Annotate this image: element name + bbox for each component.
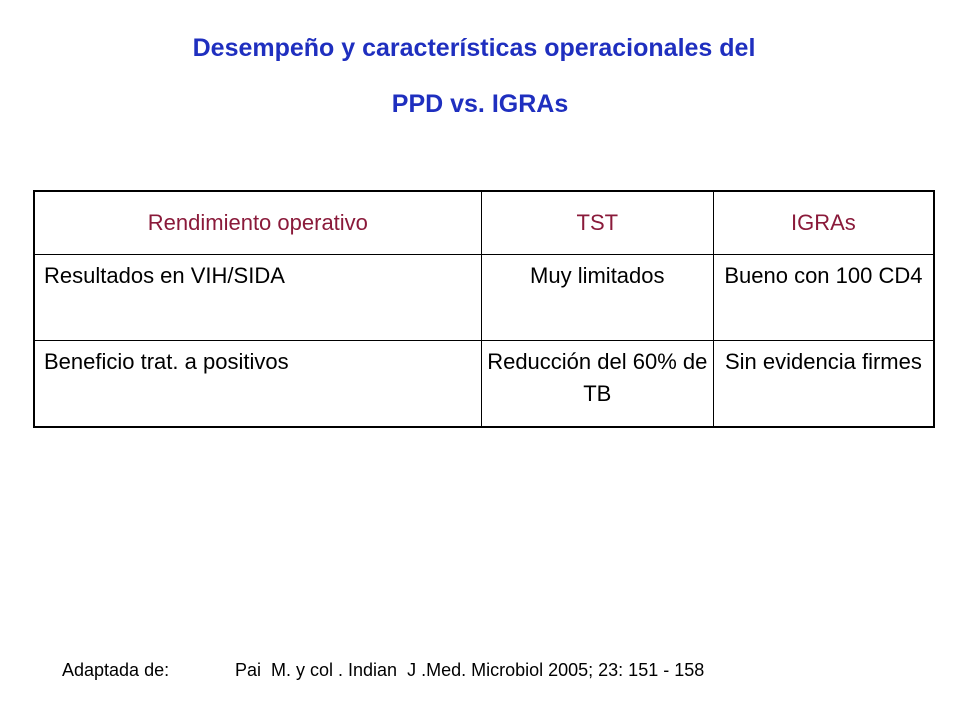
slide-title-line-2: PPD vs. IGRAs [391,90,569,118]
table-header-row: Rendimiento operativo TST IGRAs [33,190,935,255]
table-cell: Bueno con 100 CD4 [712,254,935,341]
table-cell: Muy limitados [480,254,714,341]
table-cell: Sin evidencia firmes [712,340,935,428]
header-cell-criterion: Rendimiento operativo [33,190,482,255]
source-citation: Adaptada de: Pai M. y col . Indian J .Med… [62,659,704,681]
table-cell: Resultados en VIH/SIDA [33,254,482,341]
header-cell-igras: IGRAs [712,190,935,255]
table-row: Beneficio trat. a positivos Reducción de… [33,340,935,428]
citation-label: Adaptada de: [62,660,170,680]
header-cell-tst: TST [480,190,714,255]
table-row: Resultados en VIH/SIDA Muy limitados Bue… [33,254,935,341]
table-cell: Reducción del 60% de TB [480,340,714,428]
comparison-table: Rendimiento operativo TST IGRAs Resultad… [33,190,935,428]
citation-reference: Pai M. y col . Indian J .Med. Microbiol … [235,660,705,680]
table-cell: Beneficio trat. a positivos [33,340,482,428]
slide-title-line-1: Desempeño y características operacionale… [192,34,756,62]
